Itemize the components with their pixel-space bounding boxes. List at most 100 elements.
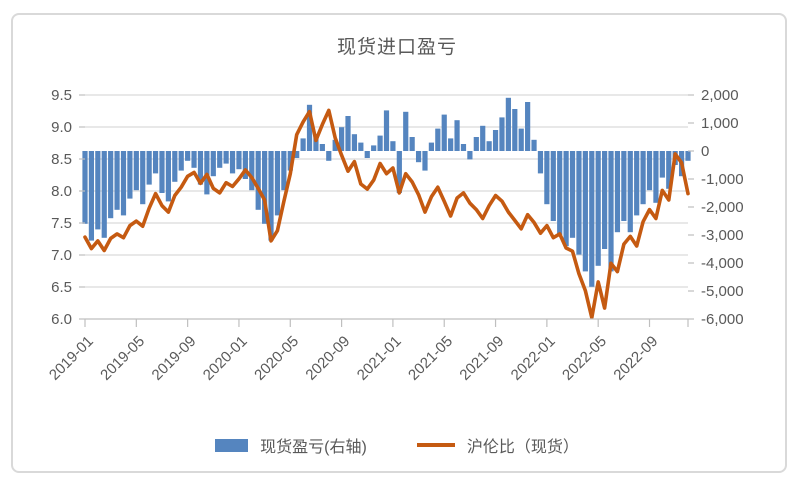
bar [666,151,672,189]
bar [358,142,364,151]
x-tick-label: 2021-01 [354,333,405,384]
x-tick-label: 2020-09 [302,333,353,384]
bar [473,137,479,151]
bar [197,151,204,185]
bar [133,151,139,191]
bar [120,151,127,216]
bar [274,151,281,216]
x-tick-label: 2019-05 [97,333,148,384]
y-right-tick-label: 2,000 [701,87,739,104]
legend-bar-label: 现货盈亏(右轴) [260,439,367,456]
bar [185,151,191,161]
legend: 现货盈亏(右轴) 沪伦比（现货） [0,433,794,457]
bar [409,137,415,151]
legend-line-label: 沪伦比（现货） [466,439,579,456]
bar [82,151,88,224]
bar [294,151,300,158]
bar [576,151,582,255]
y-left-tick-label: 8.0 [51,183,72,200]
bar [448,138,454,151]
bar [415,151,422,163]
bar [589,151,595,287]
y-right-tick-label: 0 [701,143,709,160]
bar [326,151,332,161]
y-left-tick-label: 8.5 [51,151,72,168]
y-right-tick-label: -6,000 [701,311,744,328]
bar [249,151,255,191]
bar [255,151,261,210]
bar [339,127,345,151]
x-tick-label: 2020-05 [251,333,302,384]
bar [486,141,492,151]
bar [659,151,665,178]
bar [300,138,306,151]
y-left-tick-label: 7.5 [51,215,72,232]
bar [159,151,165,193]
bar [390,141,396,151]
bar [262,151,268,224]
bar [377,135,383,151]
x-tick-label: 2021-05 [405,333,456,384]
x-tick-label: 2022-09 [610,333,661,384]
bar [306,104,313,151]
bar [313,134,319,151]
bar [152,151,159,174]
bar [229,151,236,174]
bar [537,151,544,174]
bar [403,111,409,151]
bar [268,151,274,241]
y-left-tick-label: 6.5 [51,279,72,296]
bar [460,144,467,151]
bar [223,151,229,164]
bar [287,151,293,171]
bar [396,151,402,193]
bar [383,110,390,151]
bar [454,120,460,151]
bar [499,117,505,151]
y-right-tick-label: -3,000 [701,227,744,244]
bar [531,139,537,151]
bar [101,151,107,238]
bar [582,151,588,272]
bar [236,151,242,170]
bar [525,102,531,151]
x-tick-label: 2019-09 [149,333,200,384]
bar [595,151,601,266]
x-tick-label: 2022-01 [508,333,559,384]
bar [569,151,576,238]
bar [319,144,325,151]
chart-frame [11,13,787,473]
bar [640,151,646,205]
bar [602,151,608,249]
bar [634,151,640,216]
bar [281,151,287,191]
bar [544,151,550,205]
ratio-line [83,108,690,320]
x-tick-label: 2019-01 [46,333,97,384]
y-left-tick-label: 9.5 [51,87,72,104]
bar [140,151,146,205]
bar [95,151,101,230]
bar [178,151,184,171]
y-right-tick-label: -1,000 [701,171,744,188]
bar [550,151,556,221]
bar [422,151,428,171]
chart-title: 现货进口盈亏 [336,37,457,58]
y-right-tick-label: -4,000 [701,255,744,272]
bar [621,151,627,221]
bar [512,109,518,151]
bar [242,151,248,179]
x-tick-label: 2021-09 [456,333,507,384]
y-left-tick-label: 6.0 [51,311,72,328]
bar [505,97,511,151]
y-right-tick-label: -5,000 [701,283,744,300]
bar [608,151,614,272]
x-tick-label: 2022-05 [559,333,610,384]
bar [345,116,351,151]
bar [557,151,563,235]
y-right-tick-label: 1,000 [701,115,739,132]
bar [685,151,691,161]
bar [191,151,197,168]
